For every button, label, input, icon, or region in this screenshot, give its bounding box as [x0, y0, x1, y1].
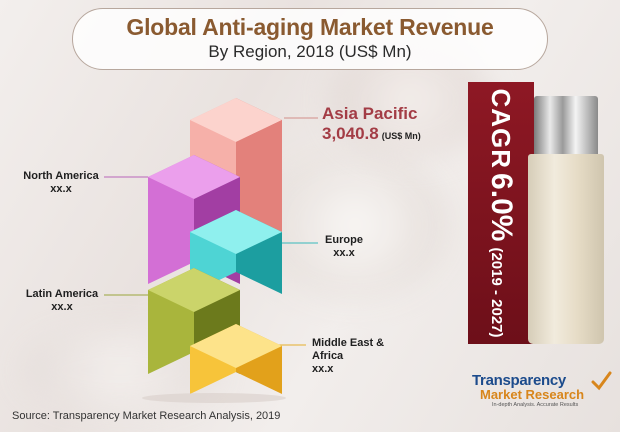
- source-note: Source: Transparency Market Research Ana…: [12, 410, 281, 422]
- cagr-value: 6.0%: [485, 173, 518, 242]
- logo-tagline: In-depth Analysis. Accurate Results: [492, 402, 579, 408]
- cagr-panel: CAGR6.0% (2019 - 2027): [468, 82, 534, 344]
- cagr-text: CAGR6.0% (2019 - 2027): [484, 88, 518, 337]
- chart-title: Global Anti-aging Market Revenue: [126, 14, 494, 40]
- base-shadow: [142, 393, 286, 403]
- background-blur: [260, 150, 450, 300]
- bottle-image: [528, 154, 604, 344]
- label-latin-america-name: Latin America: [25, 288, 99, 300]
- label-europe: Europe xx.x: [322, 234, 366, 260]
- label-asia-pacific-name: Asia Pacific: [322, 104, 418, 123]
- label-north-america-value: xx.x: [50, 183, 72, 195]
- company-logo: Transparency Market Research In-depth An…: [472, 371, 616, 428]
- logo-line1: Transparency: [472, 372, 566, 389]
- cagr-period: (2019 - 2027): [488, 247, 505, 338]
- unit-label: (US$ Mn): [381, 131, 421, 141]
- label-north-america-name: North America: [23, 170, 99, 182]
- checkmark-icon: [591, 371, 612, 391]
- bottle-cap-image: [534, 96, 598, 154]
- label-europe-value: xx.x: [333, 247, 355, 259]
- label-latin-america: Latin America xx.x: [20, 288, 104, 314]
- label-latin-america-value: xx.x: [51, 301, 73, 313]
- bar-middle-east-africa: [190, 324, 282, 394]
- bar-europe: [190, 210, 282, 294]
- label-asia-pacific-value: 3,040.8 (US$ Mn): [322, 124, 421, 143]
- label-europe-name: Europe: [325, 234, 363, 246]
- title-panel: Global Anti-aging Market Revenue By Regi…: [72, 8, 548, 70]
- label-middle-east-africa-value: xx.x: [312, 363, 334, 375]
- chart-subtitle: By Region, 2018 (US$ Mn): [208, 42, 412, 61]
- label-north-america: North America xx.x: [18, 170, 104, 196]
- label-middle-east-africa-name: Middle East & Africa: [312, 337, 385, 362]
- label-middle-east-africa: Middle East & Africa xx.x: [312, 337, 386, 376]
- cagr-label: CAGR: [486, 88, 516, 170]
- logo-line2: Market Research: [480, 387, 585, 402]
